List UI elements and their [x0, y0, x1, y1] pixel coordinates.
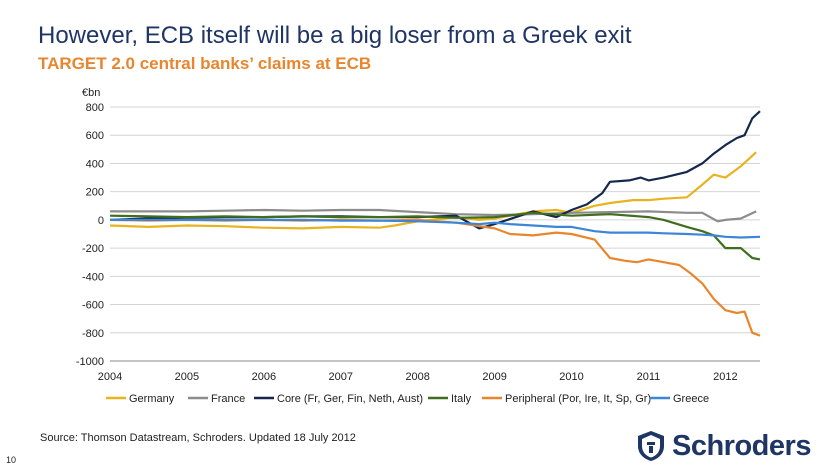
series-line-greece — [110, 218, 761, 239]
chart-subtitle: TARGET 2.0 central banks’ claims at ECB — [38, 54, 372, 73]
series-line-italy — [109, 211, 761, 261]
page-number: 10 — [6, 455, 17, 465]
x-tick-label: 2005 — [175, 371, 199, 383]
x-tick-label: 2008 — [405, 371, 429, 383]
legend-label: Italy — [451, 393, 472, 405]
x-tick-label: 2012 — [713, 371, 737, 383]
series-line-peripheral — [109, 218, 761, 337]
slide-title: However, ECB itself will be a big loser … — [38, 22, 632, 49]
y-tick-label: 800 — [86, 102, 104, 114]
y-tick-label: -1000 — [76, 356, 104, 368]
schroders-logo: Schroders — [636, 430, 811, 462]
y-axis-label: €bn — [82, 87, 100, 99]
line-chart: 800 600 400 200 0 -200 -400 -600 -800 -1000 €bn 200… — [76, 87, 761, 405]
y-tick-label: -200 — [82, 243, 104, 255]
series-line-france — [110, 208, 757, 223]
legend-label: Core (Fr, Ger, Fin, Neth, Aust) — [277, 393, 423, 405]
legend-label: Greece — [673, 393, 709, 405]
y-tick-label: 400 — [86, 158, 104, 170]
y-tick-label: -800 — [82, 328, 104, 340]
legend-label: France — [211, 393, 245, 405]
source-note: Source: Thomson Datastream, Schroders. U… — [40, 432, 356, 444]
crest-icon — [638, 431, 664, 461]
y-tick-label: 0 — [98, 215, 104, 227]
legend-label: Germany — [129, 393, 175, 405]
x-tick-label: 2006 — [252, 371, 276, 383]
x-tick-label: 2009 — [482, 371, 506, 383]
x-tick-label: 2004 — [98, 371, 122, 383]
y-tick-label: -600 — [82, 300, 104, 312]
y-tick-label: -400 — [82, 271, 104, 283]
logo-text: Schroders — [672, 429, 811, 462]
chart-legend: Germany France Core (Fr, Ger, Fin, Neth, A… — [106, 393, 709, 405]
x-tick-label: 2007 — [329, 371, 353, 383]
x-tick-label: 2011 — [637, 371, 661, 383]
legend-label: Peripheral (Por, Ire, It, Sp, Gr) — [505, 393, 651, 405]
y-tick-label: 200 — [86, 187, 104, 199]
y-tick-label: 600 — [86, 130, 104, 142]
x-tick-label: 2010 — [559, 371, 583, 383]
